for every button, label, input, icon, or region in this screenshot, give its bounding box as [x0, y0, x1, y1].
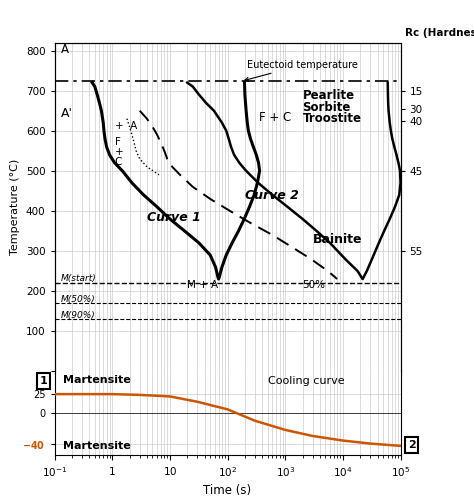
X-axis label: Time (s): Time (s): [203, 484, 252, 497]
Text: Sorbite: Sorbite: [302, 100, 351, 114]
Text: M + A: M + A: [187, 280, 219, 290]
Text: Martensite: Martensite: [63, 374, 131, 384]
Text: Pearlite: Pearlite: [302, 90, 355, 102]
Text: C: C: [115, 157, 122, 167]
Text: Martensite: Martensite: [63, 441, 131, 451]
Text: Curve 1: Curve 1: [147, 211, 201, 224]
Text: 2: 2: [408, 440, 415, 450]
Text: F: F: [115, 137, 120, 147]
Text: 1: 1: [40, 376, 47, 386]
Text: M(90%): M(90%): [61, 311, 96, 320]
Text: F + C: F + C: [259, 110, 291, 124]
Y-axis label: Temperature (°C): Temperature (°C): [10, 159, 20, 255]
Text: +: +: [115, 147, 123, 157]
Text: A': A': [61, 106, 73, 120]
Text: Curve 2: Curve 2: [245, 189, 299, 202]
Text: Cooling curve: Cooling curve: [268, 376, 345, 386]
Text: M(start): M(start): [61, 274, 97, 283]
Text: +  A: + A: [115, 120, 137, 130]
Text: Bainite: Bainite: [313, 233, 362, 246]
Text: Rc (Hardness): Rc (Hardness): [405, 28, 474, 38]
Text: 50%: 50%: [302, 280, 326, 290]
Text: A: A: [61, 44, 69, 57]
Text: Troostite: Troostite: [302, 112, 362, 125]
Text: Eutectoid temperature: Eutectoid temperature: [245, 60, 358, 81]
Text: M(50%): M(50%): [61, 295, 96, 304]
